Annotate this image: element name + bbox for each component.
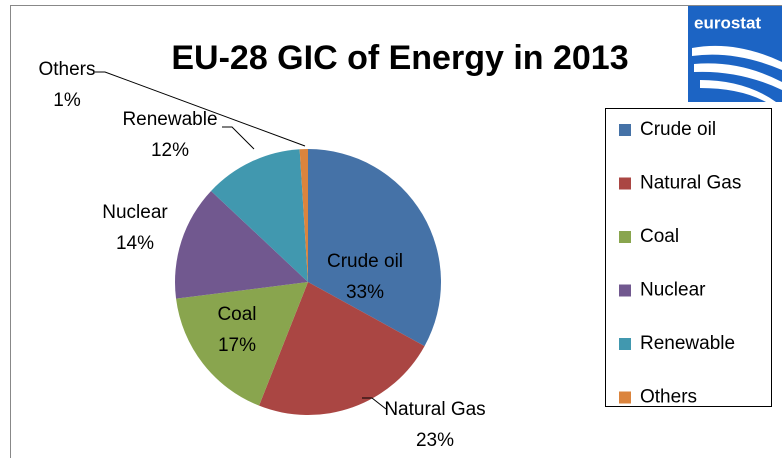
data-label-value: 14%: [116, 233, 154, 254]
data-label-value: 17%: [218, 335, 256, 356]
legend-swatch: [619, 391, 631, 404]
pie-slice: [175, 190, 308, 299]
legend-swatch: [619, 231, 631, 243]
data-label-name: Others: [38, 59, 95, 80]
data-label-name: Natural Gas: [384, 399, 485, 420]
logo-text: eurostat: [694, 13, 761, 32]
legend-label: Crude oil: [640, 119, 716, 140]
pie-slice: [259, 282, 425, 416]
legend-label: Natural Gas: [640, 173, 741, 194]
data-label-name: Renewable: [122, 109, 217, 130]
legend-swatch: [619, 284, 631, 297]
legend-label: Nuclear: [640, 280, 706, 301]
logo-swoosh: [692, 45, 782, 70]
pie-slice: [299, 149, 308, 282]
legend-label: Renewable: [640, 333, 735, 354]
logo-swoosh: [700, 80, 776, 102]
legend-swatch: [619, 338, 631, 350]
legend-label: Others: [640, 387, 697, 408]
pie-slice: [308, 149, 442, 347]
data-label-value: 23%: [416, 430, 454, 451]
logo-swoosh: [694, 63, 782, 90]
data-label-name: Crude oil: [327, 251, 403, 272]
pie-slice: [176, 282, 308, 406]
eurostat-logo: eurostat: [688, 6, 782, 102]
leader-line: [95, 71, 306, 147]
leader-line: [222, 126, 255, 150]
leader-line: [362, 397, 387, 410]
data-label-name: Nuclear: [102, 202, 168, 223]
data-label-value: 33%: [346, 282, 384, 303]
legend-box: [605, 108, 772, 407]
data-label-name: Coal: [217, 304, 256, 325]
pie-slice: [211, 149, 308, 282]
data-label-value: 12%: [151, 140, 189, 161]
data-label-value: 1%: [53, 90, 81, 111]
legend-swatch: [619, 177, 631, 190]
legend-label: Coal: [640, 226, 679, 247]
legend-swatch: [619, 124, 631, 136]
chart-title: EU-28 GIC of Energy in 2013: [171, 39, 628, 77]
